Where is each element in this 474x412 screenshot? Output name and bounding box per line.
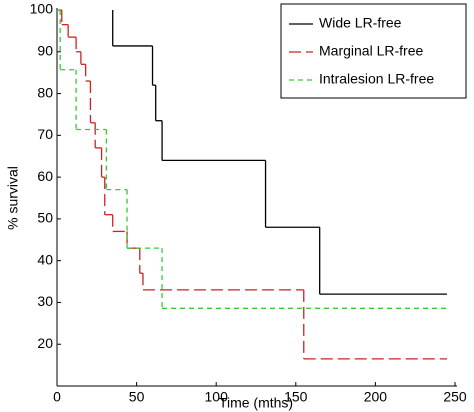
y-tick-label: 40: [37, 251, 53, 267]
y-tick-label: 30: [37, 293, 53, 309]
legend-label: Intralesion LR-free: [319, 71, 434, 87]
x-tick-label: 50: [129, 389, 145, 405]
x-tick-label: 200: [364, 389, 388, 405]
y-tick-label: 100: [30, 1, 54, 17]
x-tick-label: 0: [53, 389, 61, 405]
y-tick-label: 50: [37, 210, 53, 226]
x-tick-label: 150: [284, 389, 308, 405]
y-axis-title: % survival: [5, 166, 21, 230]
y-tick-label: 90: [37, 42, 53, 58]
legend-label: Marginal LR-free: [319, 43, 423, 59]
x-tick-label: 100: [205, 389, 229, 405]
y-tick-label: 80: [37, 84, 53, 100]
legend-box: [280, 3, 467, 99]
y-tick-label: 20: [37, 335, 53, 351]
x-tick-label: 250: [443, 389, 467, 405]
x-axis-title: Time (mths): [219, 395, 293, 411]
y-tick-label: 70: [37, 126, 53, 142]
legend-label: Wide LR-free: [319, 15, 402, 31]
y-tick-label: 60: [37, 168, 53, 184]
